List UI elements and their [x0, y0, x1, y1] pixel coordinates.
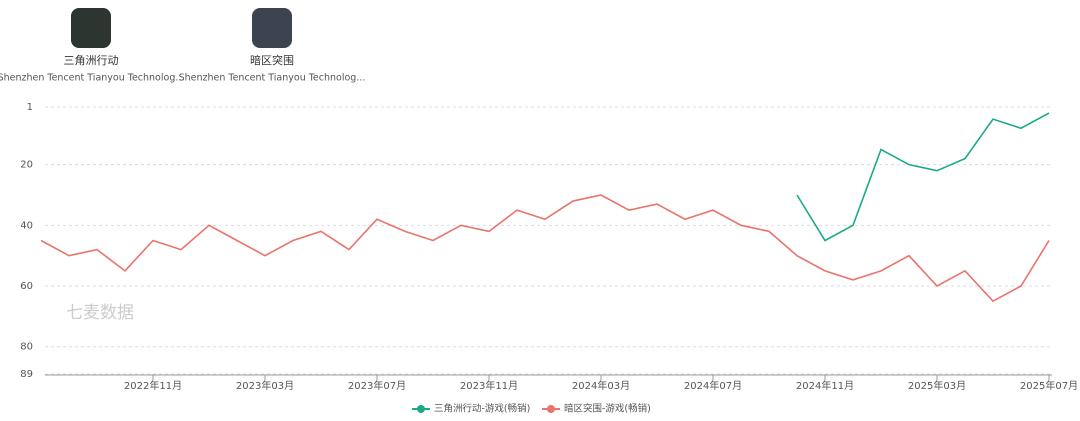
- legend-label: 三角洲行动-游戏(畅销): [434, 403, 530, 415]
- y-tick-label: 40: [20, 220, 33, 231]
- legend-label: 暗区突围-游戏(畅销): [564, 403, 651, 415]
- legend-marker: [547, 405, 555, 413]
- watermark: 七麦数据: [66, 303, 134, 323]
- app-developer: Shenzhen Tencent Tianyou Technolog...: [0, 73, 184, 84]
- x-tick-label: 2022年11月: [124, 379, 182, 392]
- app-name: 暗区突围: [250, 53, 294, 67]
- x-tick-label: 2024年03月: [572, 379, 630, 392]
- x-tick-label: 2023年11月: [460, 379, 518, 392]
- legend-marker: [417, 405, 425, 413]
- x-tick-label: 2024年11月: [796, 379, 854, 392]
- app-name: 三角洲行动: [64, 54, 119, 67]
- series-line: [796, 112, 1050, 242]
- y-tick-label: 80: [20, 342, 33, 353]
- y-tick-label: 89: [20, 369, 33, 380]
- app-icon: [252, 8, 292, 48]
- x-tick-label: 2024年07月: [684, 379, 742, 392]
- x-tick-label: 2025年07月: [1020, 379, 1078, 392]
- app-developer: Shenzhen Tencent Tianyou Technolog...: [179, 73, 366, 84]
- y-tick-label: 60: [20, 281, 33, 292]
- x-tick-label: 2025年03月: [908, 379, 966, 392]
- x-tick-label: 2023年07月: [348, 379, 406, 392]
- series-line: [40, 194, 1050, 303]
- x-tick-label: 2023年03月: [236, 379, 294, 392]
- app-icon: [71, 8, 111, 48]
- y-tick-label: 1: [27, 102, 33, 113]
- y-tick-label: 20: [20, 160, 33, 171]
